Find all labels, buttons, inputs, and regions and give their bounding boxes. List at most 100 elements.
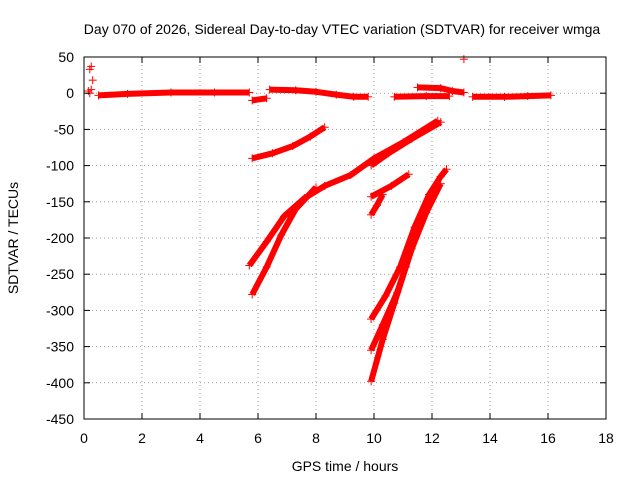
data-point bbox=[346, 171, 355, 180]
data-point bbox=[167, 88, 175, 97]
x-tick-label: 6 bbox=[254, 430, 262, 446]
tick-labels: 0 2 4 6 8 10 12 14 16 18 50 0 -50 -100 -150 -200 -250 -30… bbox=[46, 49, 614, 446]
data-point bbox=[332, 90, 341, 99]
series-line bbox=[394, 93, 450, 100]
data-point bbox=[277, 231, 286, 240]
x-tick-label: 0 bbox=[80, 430, 88, 446]
data-point bbox=[425, 190, 434, 199]
data-point bbox=[88, 76, 97, 85]
data-point bbox=[407, 134, 416, 143]
series-line bbox=[369, 119, 443, 169]
series-line bbox=[417, 84, 465, 96]
series-track-03 bbox=[265, 85, 373, 101]
chart-title: Day 070 of 2026, Sidereal Day-to-day VTE… bbox=[84, 21, 601, 37]
series-track-04 bbox=[390, 92, 454, 101]
grid bbox=[84, 57, 606, 419]
data-point bbox=[87, 85, 96, 94]
data-point bbox=[280, 212, 289, 221]
data-point bbox=[248, 154, 257, 163]
y-tick-label: -450 bbox=[46, 411, 74, 427]
series-track-02 bbox=[248, 94, 271, 105]
series-track-01 bbox=[94, 88, 254, 100]
data-point bbox=[390, 92, 399, 101]
y-tick-label: 50 bbox=[58, 49, 74, 65]
x-tick-label: 8 bbox=[312, 430, 320, 446]
data-point bbox=[378, 335, 387, 344]
x-axis-title: GPS time / hours bbox=[292, 458, 399, 474]
series-track-10 bbox=[367, 118, 445, 170]
series-track-07 bbox=[248, 123, 329, 163]
data-point bbox=[262, 262, 271, 271]
data-point bbox=[306, 132, 315, 141]
data-point bbox=[248, 290, 257, 299]
data-point bbox=[291, 86, 300, 95]
x-tick-label: 18 bbox=[598, 430, 614, 446]
series-track-06 bbox=[468, 91, 555, 101]
data-point bbox=[367, 210, 376, 219]
series-track-05 bbox=[413, 83, 468, 97]
data-point bbox=[387, 181, 396, 190]
x-tick-label: 4 bbox=[196, 430, 204, 446]
series-line bbox=[251, 124, 327, 162]
data-point bbox=[349, 92, 358, 101]
data-point bbox=[245, 261, 254, 270]
x-tick-label: 14 bbox=[482, 430, 498, 446]
data-point bbox=[459, 88, 468, 97]
data-point bbox=[372, 201, 381, 210]
x-tick-label: 12 bbox=[424, 430, 440, 446]
x-tick-label: 16 bbox=[540, 430, 556, 446]
data-point bbox=[248, 96, 257, 105]
data-point bbox=[320, 123, 329, 132]
data-point bbox=[422, 92, 431, 101]
data-point bbox=[436, 84, 445, 93]
data-point bbox=[381, 291, 390, 300]
series-track-13 bbox=[367, 165, 451, 324]
y-tick-label: -50 bbox=[54, 121, 74, 137]
data-point bbox=[442, 165, 451, 174]
data-point bbox=[367, 161, 376, 170]
data-point bbox=[436, 172, 445, 181]
data-point bbox=[390, 299, 399, 308]
data-point bbox=[367, 377, 376, 386]
data-point bbox=[291, 205, 300, 214]
data-series bbox=[84, 55, 555, 386]
series-track-09 bbox=[248, 183, 320, 299]
series-track-12 bbox=[367, 190, 387, 219]
y-tick-label: -200 bbox=[46, 230, 74, 246]
data-point bbox=[367, 192, 376, 201]
data-point bbox=[320, 181, 329, 190]
data-point bbox=[268, 149, 277, 158]
x-tick-label: 10 bbox=[366, 430, 382, 446]
y-tick-label: -300 bbox=[46, 302, 74, 318]
data-point bbox=[262, 94, 271, 103]
y-axis-title: SDTVAR / TECUs bbox=[5, 182, 21, 294]
y-tick-label: -250 bbox=[46, 266, 74, 282]
data-point bbox=[312, 87, 320, 96]
data-point bbox=[459, 55, 468, 64]
data-point bbox=[500, 92, 509, 101]
data-point bbox=[448, 87, 457, 96]
data-point bbox=[401, 262, 410, 271]
data-point bbox=[210, 88, 219, 97]
data-point bbox=[445, 92, 454, 101]
data-point bbox=[546, 91, 555, 100]
y-tick-label: -400 bbox=[46, 375, 74, 391]
series-line bbox=[368, 204, 432, 383]
data-point bbox=[262, 237, 271, 246]
data-point bbox=[425, 201, 434, 210]
data-point bbox=[94, 91, 103, 100]
series-track-15 bbox=[367, 201, 434, 386]
series-track-11 bbox=[367, 170, 413, 201]
data-point bbox=[523, 92, 532, 101]
data-point bbox=[265, 85, 274, 94]
series-line bbox=[249, 185, 319, 296]
data-point bbox=[367, 346, 376, 355]
data-point bbox=[413, 226, 422, 235]
data-point bbox=[364, 92, 373, 101]
data-point bbox=[312, 183, 320, 192]
data-point bbox=[436, 179, 445, 188]
data-point bbox=[404, 170, 413, 179]
data-point bbox=[378, 190, 387, 199]
data-point bbox=[436, 118, 445, 127]
